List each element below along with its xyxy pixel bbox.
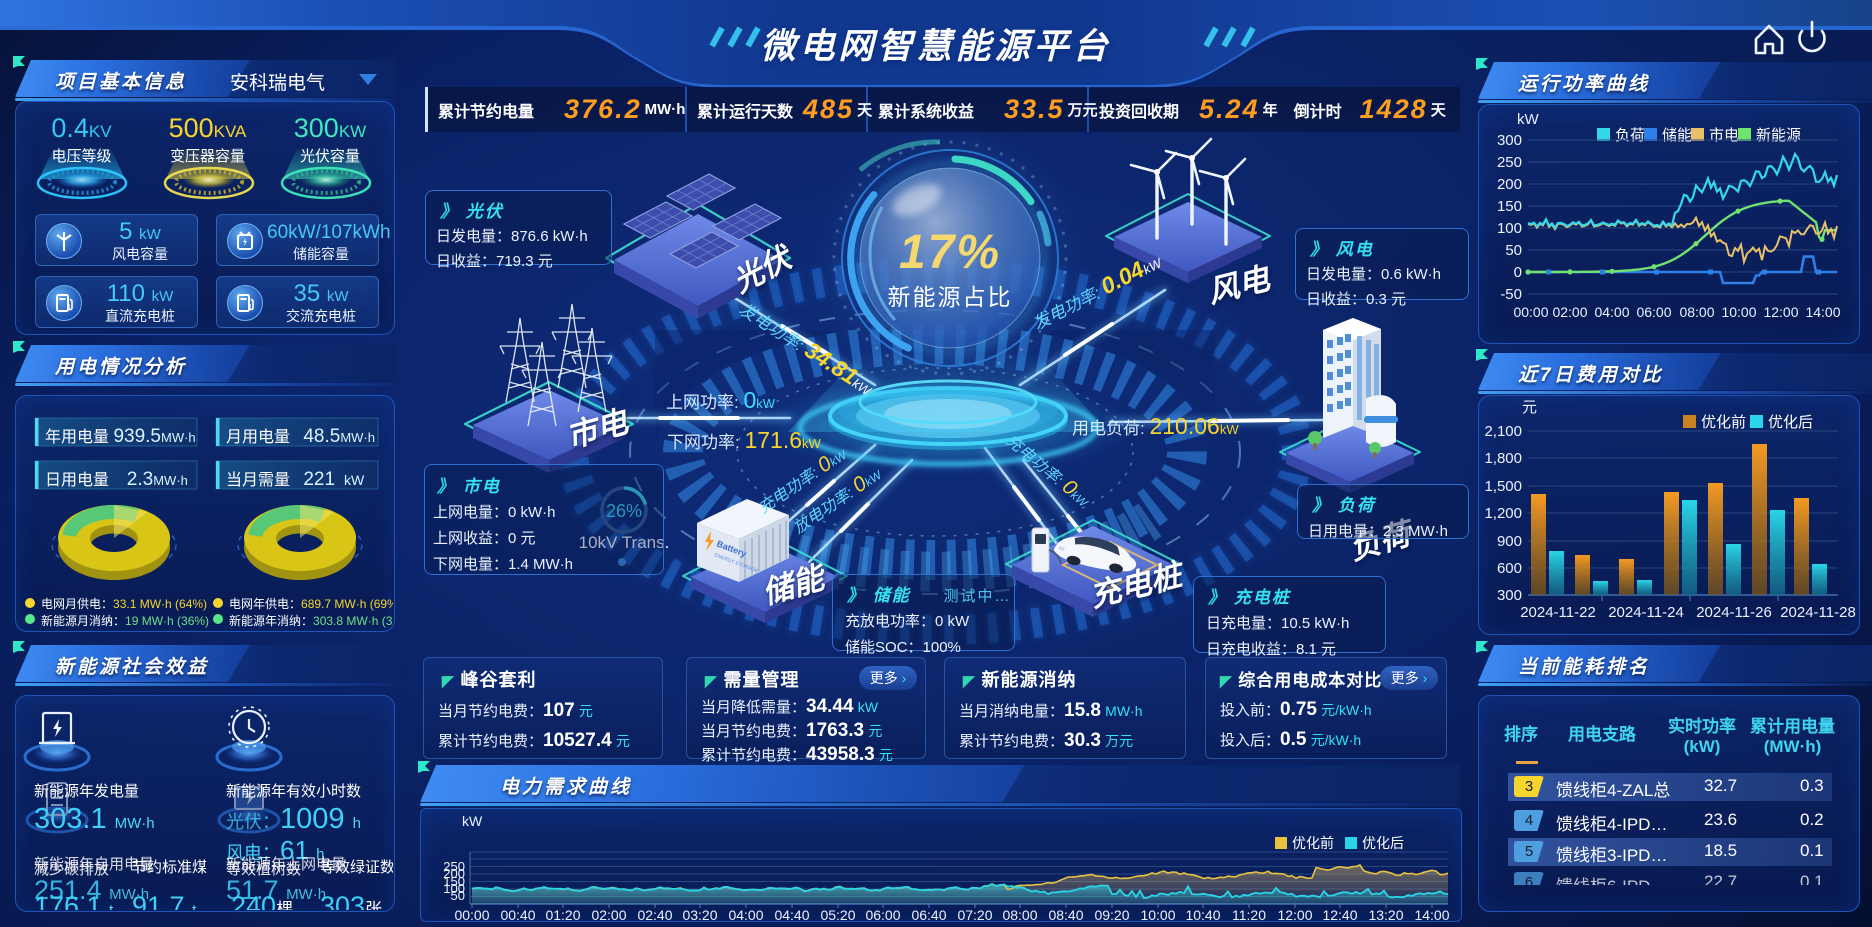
svg-text:300: 300 (1497, 132, 1522, 149)
svg-text:优化前: 优化前 (1292, 835, 1334, 851)
svg-text:新能源占比: 新能源占比 (888, 284, 1013, 310)
svg-text:12:00: 12:00 (1277, 907, 1312, 923)
svg-text:04:00: 04:00 (1594, 304, 1629, 320)
svg-text:13:20: 13:20 (1368, 907, 1403, 923)
svg-text:150: 150 (1497, 198, 1522, 215)
svg-text:00:00: 00:00 (1513, 304, 1548, 320)
svg-text:06:40: 06:40 (911, 907, 946, 923)
svg-text:2024-11-28: 2024-11-28 (1780, 604, 1856, 621)
svg-text:12:00: 12:00 (1763, 304, 1798, 320)
svg-text:250: 250 (1497, 154, 1522, 171)
svg-text:10:00: 10:00 (1721, 304, 1756, 320)
svg-text:03:20: 03:20 (682, 907, 717, 923)
svg-text:08:00: 08:00 (1679, 304, 1714, 320)
svg-text:50: 50 (1505, 242, 1522, 259)
svg-text:负荷: 负荷 (1615, 127, 1645, 144)
svg-text:06:00: 06:00 (1636, 304, 1671, 320)
svg-text:50: 50 (451, 888, 465, 903)
svg-text:900: 900 (1497, 533, 1522, 550)
svg-text:优化后: 优化后 (1362, 835, 1404, 851)
svg-text:17%: 17% (899, 226, 1001, 279)
svg-text:250: 250 (443, 859, 465, 874)
svg-text:2,100: 2,100 (1484, 423, 1522, 440)
svg-text:10kV Trans.: 10kV Trans. (579, 533, 670, 552)
svg-text:09:20: 09:20 (1094, 907, 1129, 923)
svg-text:储能: 储能 (1662, 127, 1692, 144)
svg-text:2024-11-24: 2024-11-24 (1608, 604, 1684, 621)
svg-text:200: 200 (443, 866, 465, 881)
svg-text:100: 100 (1497, 220, 1522, 237)
svg-text:01:20: 01:20 (545, 907, 580, 923)
svg-text:2024-11-22: 2024-11-22 (1520, 604, 1596, 621)
svg-text:-50: -50 (1500, 286, 1522, 303)
svg-text:10:00: 10:00 (1140, 907, 1175, 923)
svg-text:100: 100 (443, 881, 465, 896)
svg-text:06:00: 06:00 (865, 907, 900, 923)
svg-text:200: 200 (1497, 176, 1522, 193)
svg-text:1,500: 1,500 (1484, 478, 1522, 495)
svg-text:02:00: 02:00 (1552, 304, 1587, 320)
svg-text:150: 150 (443, 874, 465, 889)
svg-text:12:40: 12:40 (1322, 907, 1357, 923)
svg-text:0: 0 (1514, 264, 1522, 281)
svg-text:04:40: 04:40 (774, 907, 809, 923)
svg-text:市电: 市电 (1709, 127, 1739, 144)
svg-text:05:20: 05:20 (820, 907, 855, 923)
svg-text:04:00: 04:00 (728, 907, 763, 923)
svg-text:08:00: 08:00 (1002, 907, 1037, 923)
svg-text:300: 300 (1497, 587, 1522, 604)
svg-text:00:40: 00:40 (500, 907, 535, 923)
svg-text:1,200: 1,200 (1484, 505, 1522, 522)
svg-text:00:00: 00:00 (454, 907, 489, 923)
svg-text:kW: kW (462, 813, 483, 829)
svg-text:02:00: 02:00 (591, 907, 626, 923)
svg-text:02:40: 02:40 (637, 907, 672, 923)
svg-text:用电负荷: 210.06kW: 用电负荷: 210.06kW (1072, 413, 1239, 439)
svg-text:新能源: 新能源 (1756, 127, 1801, 144)
svg-text:26%: 26% (606, 501, 642, 521)
svg-text:14:00: 14:00 (1414, 907, 1449, 923)
svg-text:14:00: 14:00 (1805, 304, 1840, 320)
svg-text:10:40: 10:40 (1185, 907, 1220, 923)
svg-text:11:20: 11:20 (1232, 907, 1266, 923)
svg-text:2024-11-26: 2024-11-26 (1696, 604, 1772, 621)
svg-text:kW: kW (1517, 111, 1540, 128)
svg-text:1,800: 1,800 (1484, 450, 1522, 467)
svg-text:优化后: 优化后 (1768, 414, 1813, 431)
svg-text:优化前: 优化前 (1701, 414, 1746, 431)
svg-text:600: 600 (1497, 560, 1522, 577)
svg-text:元: 元 (1522, 399, 1537, 416)
svg-text:08:40: 08:40 (1048, 907, 1083, 923)
svg-text:07:20: 07:20 (957, 907, 992, 923)
